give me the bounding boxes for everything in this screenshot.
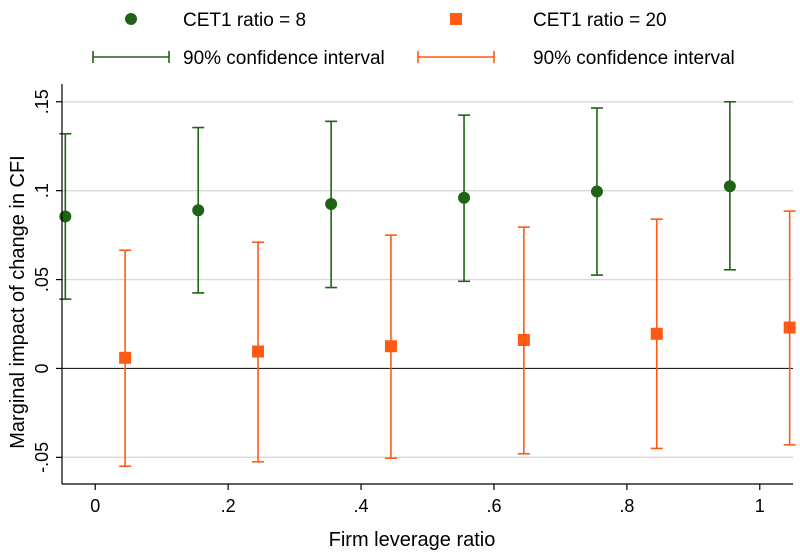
legend-item-3: 90% confidence interval xyxy=(92,48,385,69)
legend-symbol xyxy=(125,13,137,25)
series-layer xyxy=(59,100,796,468)
data-point xyxy=(192,204,205,217)
axes: -.05 0 .05 .1 .15 0 .2 .4 .6 .8 1 xyxy=(32,84,793,516)
x-tick-label: .8 xyxy=(619,496,634,516)
data-point xyxy=(650,327,663,340)
data-point xyxy=(458,191,471,204)
legend-label: CET1 ratio = 8 xyxy=(183,10,306,31)
data-point xyxy=(783,321,796,334)
y-tick-label: 0 xyxy=(32,363,52,373)
x-tick-label: .4 xyxy=(354,496,369,516)
data-point xyxy=(384,340,397,353)
y-axis-title: Marginal impact of change in CFI xyxy=(7,155,29,448)
legend-label: 90% confidence interval xyxy=(533,48,735,69)
data-point xyxy=(517,334,530,346)
x-tick-label: .2 xyxy=(221,496,236,516)
data-point xyxy=(59,210,72,223)
data-point xyxy=(590,185,603,198)
legend-item-4: 90% confidence interval xyxy=(417,48,735,69)
y-tick-label: .15 xyxy=(32,89,52,114)
series-1 xyxy=(59,100,736,300)
plot-area: -.05 0 .05 .1 .15 0 .2 .4 .6 .8 1 xyxy=(32,84,796,516)
data-point xyxy=(252,345,265,358)
x-tick-label: .6 xyxy=(486,496,501,516)
legend-item-2: CET1 ratio = 20 xyxy=(450,10,667,31)
x-tick-label: 1 xyxy=(755,496,765,516)
legend-symbol xyxy=(450,13,462,25)
data-point xyxy=(325,198,338,210)
legend-item-1: CET1 ratio = 8 xyxy=(125,10,306,31)
legend-label: CET1 ratio = 20 xyxy=(533,10,667,31)
legend-label: 90% confidence interval xyxy=(183,48,385,69)
gridlines xyxy=(62,101,793,459)
legend: CET1 ratio = 8 CET1 ratio = 20 90% confide… xyxy=(92,10,735,69)
x-axis-title: Firm leverage ratio xyxy=(329,529,496,551)
x-tick-label: 0 xyxy=(90,496,100,516)
y-tick-label: -.05 xyxy=(32,442,52,473)
y-tick-label: .1 xyxy=(32,183,52,198)
data-point xyxy=(119,351,132,364)
y-tick-label: .05 xyxy=(32,267,52,292)
series-2 xyxy=(119,210,796,468)
data-point xyxy=(723,180,736,193)
